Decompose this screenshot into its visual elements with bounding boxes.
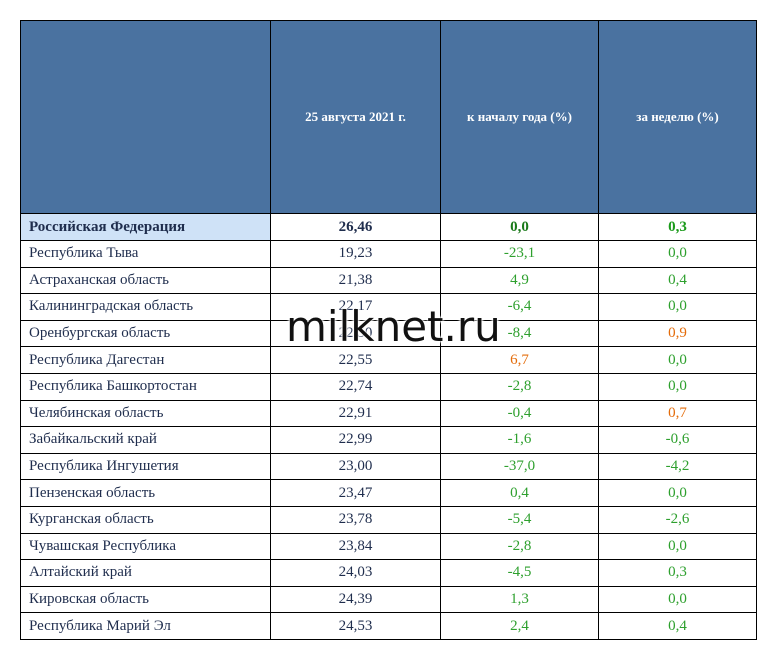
value-cell: 23,78 bbox=[270, 505, 441, 534]
table-row: Алтайский край 24,03 -4,5 0,3 bbox=[20, 559, 757, 587]
value-cell: 21,38 bbox=[270, 266, 441, 295]
table-row: Оренбургская область 22,50 -8,4 0,9 bbox=[20, 319, 757, 348]
value-cell: 0,0 bbox=[598, 479, 757, 507]
value-cell: 23,84 bbox=[270, 532, 441, 561]
header-row: 25 августа 2021 г. к началу года (%) за не… bbox=[20, 20, 757, 214]
value-cell: 0,0 bbox=[598, 585, 757, 614]
value-cell: 0,0 bbox=[598, 532, 757, 561]
value-cell: -23,1 bbox=[440, 240, 599, 268]
value-cell: 0,0 bbox=[598, 293, 757, 321]
region-cell: Республика Тыва bbox=[20, 240, 271, 268]
value-cell: -4,5 bbox=[440, 559, 599, 587]
region-cell: Забайкальский край bbox=[20, 426, 271, 454]
table-row: Курганская область 23,78 -5,4 -2,6 bbox=[20, 505, 757, 534]
value-cell: -1,6 bbox=[440, 426, 599, 454]
value-cell: 22,99 bbox=[270, 426, 441, 454]
table-row: Республика Тыва 19,23 -23,1 0,0 bbox=[20, 240, 757, 268]
value-cell: 0,0 bbox=[598, 240, 757, 268]
table-row: Российская Федерация 26,46 0,0 0,3 bbox=[20, 213, 757, 241]
region-cell: Астраханская область bbox=[20, 266, 271, 295]
value-cell: -4,2 bbox=[598, 452, 757, 481]
value-cell: 0,4 bbox=[440, 479, 599, 507]
region-cell: Республика Марий Эл bbox=[20, 612, 271, 640]
table-row: Забайкальский край 22,99 -1,6 -0,6 bbox=[20, 426, 757, 454]
price-table: 25 августа 2021 г. к началу года (%) за не… bbox=[20, 20, 757, 640]
region-cell: Алтайский край bbox=[20, 559, 271, 587]
value-cell: -37,0 bbox=[440, 452, 599, 481]
header-cell: за неделю (%) bbox=[598, 20, 757, 214]
table-row: Калининградская область 22,17 -6,4 0,0 bbox=[20, 293, 757, 321]
value-cell: 0,0 bbox=[598, 346, 757, 374]
value-cell: 2,4 bbox=[440, 612, 599, 640]
region-cell: Республика Ингушетия bbox=[20, 452, 271, 481]
value-cell: -0,6 bbox=[598, 426, 757, 454]
region-cell: Кировская область bbox=[20, 585, 271, 614]
value-cell: 1,3 bbox=[440, 585, 599, 614]
value-cell: 19,23 bbox=[270, 240, 441, 268]
region-cell: Чувашская Республика bbox=[20, 532, 271, 561]
value-cell: -0,4 bbox=[440, 399, 599, 428]
value-cell: 0,4 bbox=[598, 612, 757, 640]
region-cell: Республика Башкортостан bbox=[20, 372, 271, 401]
value-cell: -2,8 bbox=[440, 532, 599, 561]
table-row: Чувашская Республика 23,84 -2,8 0,0 bbox=[20, 532, 757, 561]
region-cell: Российская Федерация bbox=[20, 213, 271, 241]
region-cell: Оренбургская область bbox=[20, 319, 271, 348]
value-cell: 4,9 bbox=[440, 266, 599, 295]
value-cell: 0,0 bbox=[440, 213, 599, 241]
region-cell: Республика Дагестан bbox=[20, 346, 271, 374]
region-cell: Курганская область bbox=[20, 505, 271, 534]
value-cell: 0,4 bbox=[598, 266, 757, 295]
value-cell: 0,0 bbox=[598, 372, 757, 401]
value-cell: 23,00 bbox=[270, 452, 441, 481]
value-cell: 23,47 bbox=[270, 479, 441, 507]
watermark: milknet.ru bbox=[286, 302, 501, 351]
table-row: Пензенская область 23,47 0,4 0,0 bbox=[20, 479, 757, 507]
value-cell: -2,8 bbox=[440, 372, 599, 401]
value-cell: 22,55 bbox=[270, 346, 441, 374]
region-cell: Пензенская область bbox=[20, 479, 271, 507]
header-cell: 25 августа 2021 г. bbox=[270, 20, 441, 214]
table-row: Республика Дагестан 22,55 6,7 0,0 bbox=[20, 346, 757, 374]
header-cell bbox=[20, 20, 271, 214]
value-cell: 24,53 bbox=[270, 612, 441, 640]
region-cell: Калининградская область bbox=[20, 293, 271, 321]
table-row: Кировская область 24,39 1,3 0,0 bbox=[20, 585, 757, 614]
value-cell: 0,9 bbox=[598, 319, 757, 348]
value-cell: 22,17 bbox=[270, 293, 441, 321]
table-row: Республика Башкортостан 22,74 -2,8 0,0 bbox=[20, 372, 757, 401]
value-cell: 0,3 bbox=[598, 213, 757, 241]
value-cell: 24,39 bbox=[270, 585, 441, 614]
table-row: Республика Ингушетия 23,00 -37,0 -4,2 bbox=[20, 452, 757, 481]
table-row: Челябинская область 22,91 -0,4 0,7 bbox=[20, 399, 757, 428]
value-cell: 24,03 bbox=[270, 559, 441, 587]
value-cell: 0,3 bbox=[598, 559, 757, 587]
value-cell: -2,6 bbox=[598, 505, 757, 534]
value-cell: 22,74 bbox=[270, 372, 441, 401]
header-cell: к началу года (%) bbox=[440, 20, 599, 214]
value-cell: -6,4 bbox=[440, 293, 599, 321]
value-cell: 26,46 bbox=[270, 213, 441, 241]
value-cell: 0,7 bbox=[598, 399, 757, 428]
table-row: Астраханская область 21,38 4,9 0,4 bbox=[20, 266, 757, 295]
value-cell: -5,4 bbox=[440, 505, 599, 534]
region-cell: Челябинская область bbox=[20, 399, 271, 428]
value-cell: 22,91 bbox=[270, 399, 441, 428]
table-row: Республика Марий Эл 24,53 2,4 0,4 bbox=[20, 612, 757, 640]
